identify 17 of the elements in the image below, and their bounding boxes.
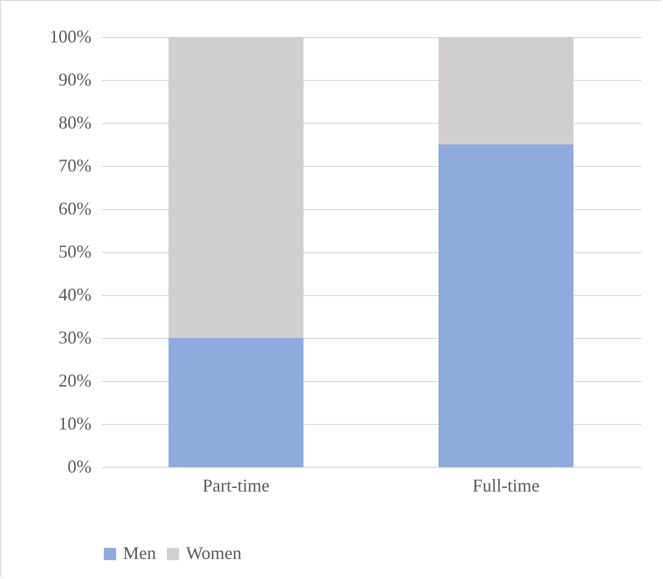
y-tick-label: 60%: [58, 198, 92, 218]
y-tick-label: 90%: [58, 70, 92, 90]
legend-label: Women: [186, 543, 242, 563]
bar: [168, 338, 304, 467]
y-tick-label: 10%: [58, 414, 92, 434]
bar: [438, 144, 574, 467]
y-tick-label: 40%: [58, 284, 92, 304]
x-tick-label: Full-time: [472, 476, 540, 496]
x-tick-label: Part-time: [202, 476, 270, 496]
y-tick-label: 70%: [58, 156, 92, 176]
y-tick-label: 50%: [58, 242, 92, 262]
y-tick-label: 0%: [68, 456, 92, 476]
y-tick-label: 30%: [58, 328, 92, 348]
y-tick-label: 20%: [58, 370, 92, 390]
y-tick-label: 80%: [58, 112, 92, 132]
legend-label: Men: [123, 543, 156, 563]
y-tick-label: 100%: [50, 26, 92, 46]
